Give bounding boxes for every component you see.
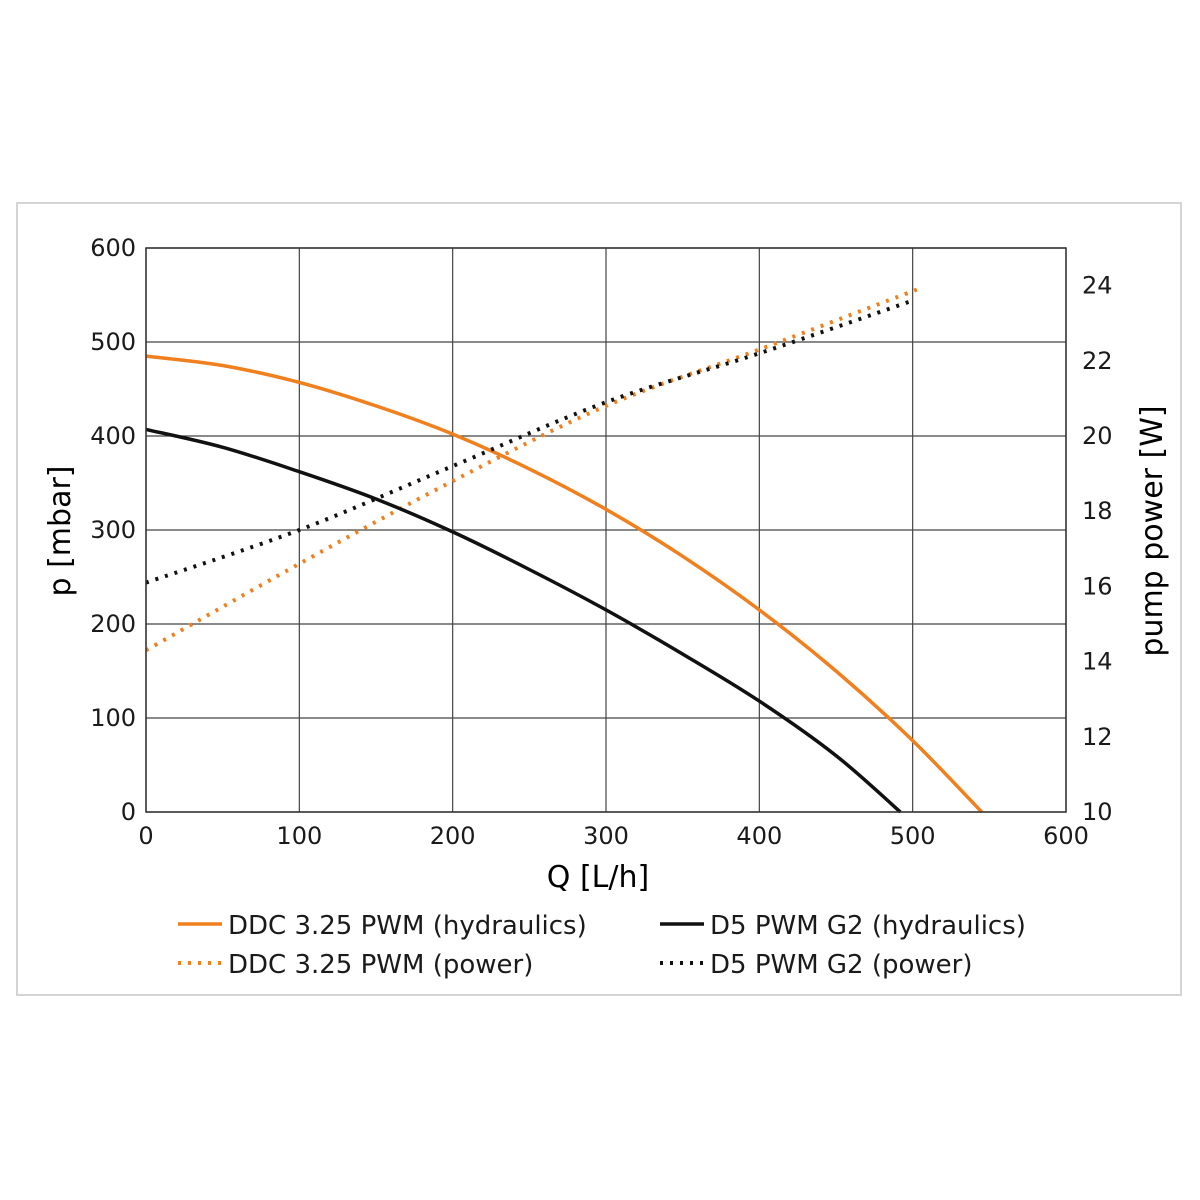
y2-tick-label: 12: [1082, 723, 1113, 751]
y2-tick-label: 14: [1082, 648, 1113, 676]
legend-label: DDC 3.25 PWM (power): [228, 950, 533, 980]
y-tick-label: 0: [121, 798, 136, 826]
grid: [145, 247, 1067, 813]
tick-labels: 0 100 200 300 400 500 600010020030040050060010…: [90, 234, 1112, 850]
series-layer: [145, 287, 983, 814]
x-tick-label: 100: [276, 822, 322, 850]
x-tick-label: 200: [430, 822, 476, 850]
x-axis-title: Q [L/h]: [547, 860, 649, 895]
x-tick-label: 600: [1043, 822, 1089, 850]
legend-label: D5 PWM G2 (hydraulics): [710, 911, 1026, 941]
x-tick-label: 400: [736, 822, 782, 850]
y2-tick-label: 10: [1082, 798, 1113, 826]
chart-frame: [16, 202, 1182, 996]
y2-axis-title: pump power [W]: [1135, 405, 1170, 656]
x-tick-label: 500: [890, 822, 936, 850]
y-tick-label: 100: [90, 704, 136, 732]
y-tick-label: 500: [90, 328, 136, 356]
y-tick-label: 600: [90, 234, 136, 262]
y2-tick-label: 22: [1082, 347, 1113, 375]
y-tick-label: 300: [90, 516, 136, 544]
y-tick-label: 400: [90, 422, 136, 450]
series-line-2: [145, 287, 919, 653]
x-tick-label: 300: [583, 822, 629, 850]
x-tick-label: 0: [138, 822, 153, 850]
y-axis-title: p [mbar]: [43, 466, 78, 597]
series-line-1: [145, 354, 983, 814]
series-line-4: [145, 298, 914, 585]
legend-label: D5 PWM G2 (power): [710, 950, 973, 980]
plot-border: [145, 247, 1067, 813]
legend: DDC 3.25 PWM (hydraulics) D5 PWM G2 (hydr…: [178, 911, 1026, 980]
y2-tick-label: 16: [1082, 572, 1113, 600]
y-tick-label: 200: [90, 610, 136, 638]
series-line-3: [145, 427, 902, 814]
legend-label: DDC 3.25 PWM (hydraulics): [228, 911, 587, 941]
y2-tick-label: 18: [1082, 497, 1113, 525]
y2-tick-label: 24: [1082, 272, 1113, 300]
y2-tick-label: 20: [1082, 422, 1113, 450]
